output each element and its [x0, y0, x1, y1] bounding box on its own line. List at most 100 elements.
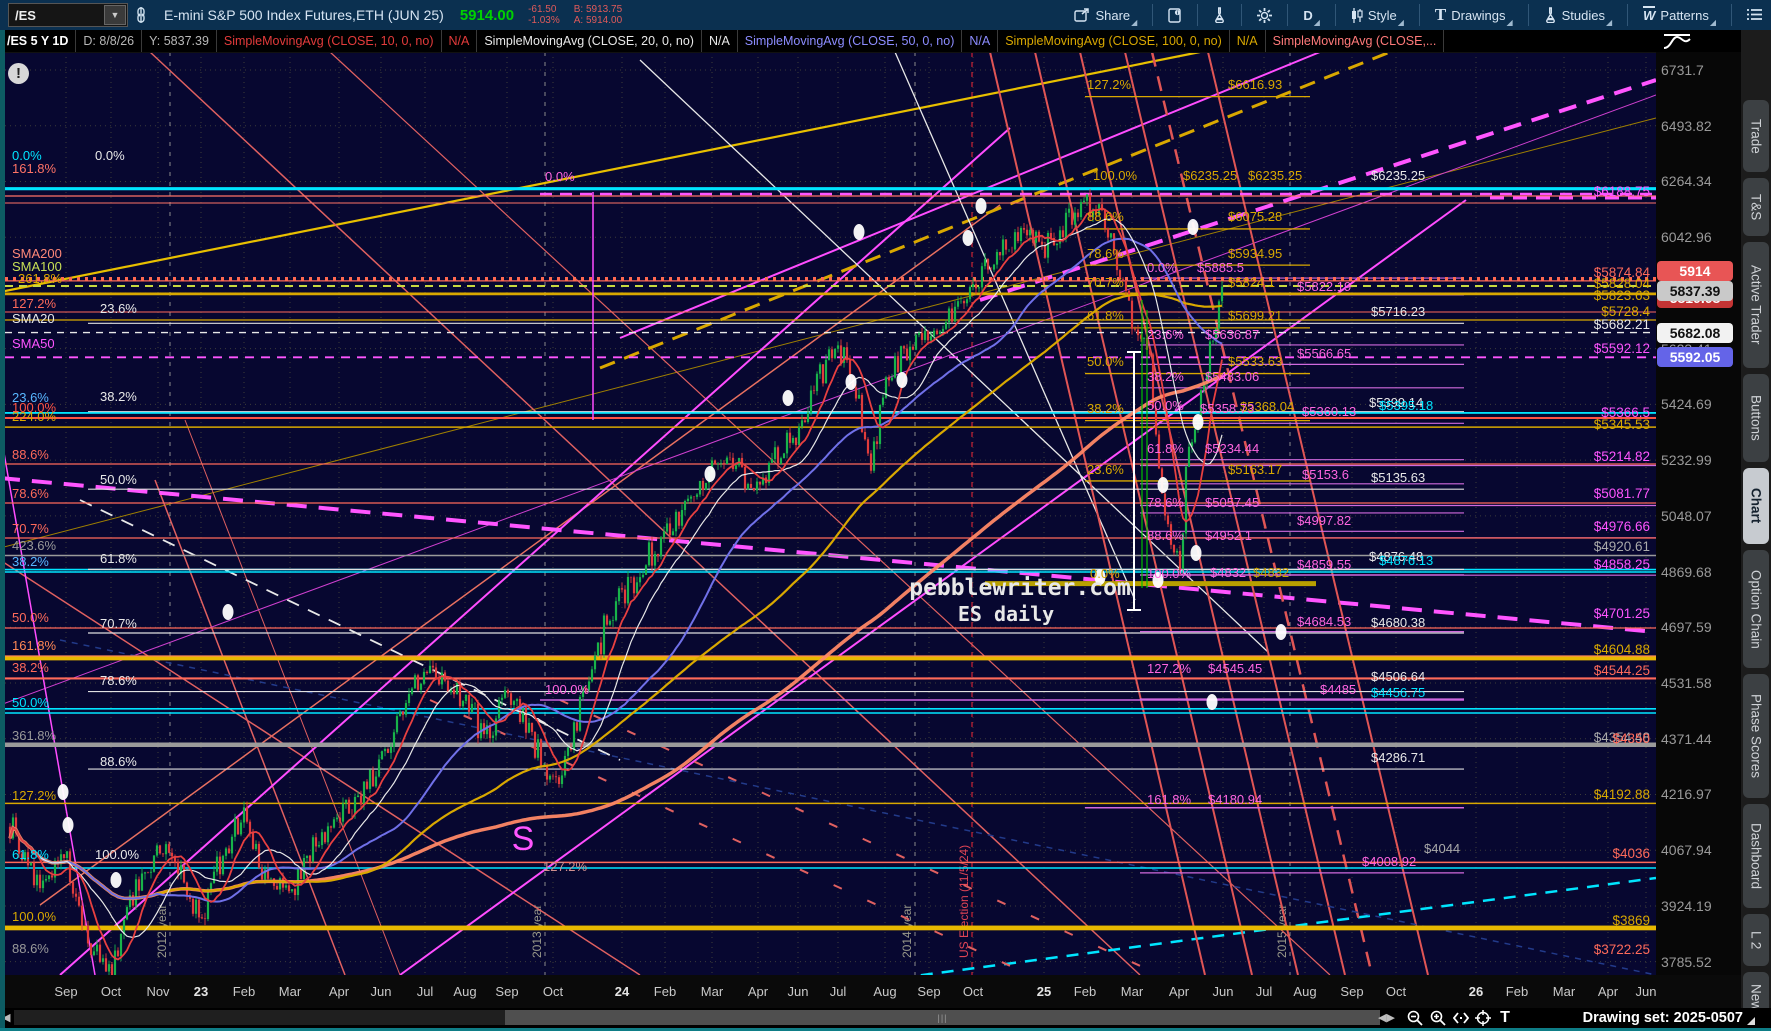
svg-text:$5081.77: $5081.77 — [1594, 486, 1650, 501]
axis-tick: 5232.99 — [1661, 452, 1712, 469]
style-button[interactable]: Style ◢ — [1342, 0, 1413, 30]
svg-text:i: i — [1177, 10, 1179, 16]
analyze-button[interactable] — [1204, 0, 1235, 30]
toolbar-separator — [1527, 4, 1529, 26]
svg-text:78.6%: 78.6% — [1147, 495, 1184, 510]
svg-text:$5368.04: $5368.04 — [1240, 399, 1294, 414]
svg-text:SMA200: SMA200 — [12, 246, 62, 261]
time-tick: Mar — [700, 984, 724, 999]
crosshair-icon[interactable] — [1472, 1008, 1494, 1028]
price-bubble: 5837.39 — [1657, 280, 1733, 301]
toolbar-separator — [1287, 4, 1289, 26]
time-tick: Jul — [829, 984, 847, 999]
note-icon: i — [1168, 7, 1182, 23]
time-tick: Feb — [653, 984, 677, 999]
svg-text:$5636.87: $5636.87 — [1205, 327, 1259, 342]
readout-label: Y: 5837.39 — [142, 30, 217, 52]
time-tick: Sep — [917, 984, 941, 999]
time-tick: Jun — [787, 984, 809, 999]
studies-button[interactable]: Studies ◢ — [1535, 0, 1622, 30]
pan-horizontal-icon[interactable] — [1450, 1008, 1472, 1028]
svg-text:$4997.82: $4997.82 — [1297, 513, 1351, 528]
tab-option-chain[interactable]: Option Chain — [1743, 550, 1769, 668]
time-tick: Aug — [873, 984, 897, 999]
svg-text:70.7%: 70.7% — [1087, 275, 1124, 290]
symbol-value: /ES — [15, 7, 36, 23]
readout-label: N/A — [1230, 30, 1266, 52]
axis-tick: 4067.94 — [1661, 842, 1712, 859]
price-axis[interactable]: 6731.76493.826264.346042.965829.365623.4… — [1656, 52, 1741, 1008]
tab-t-s[interactable]: T&S — [1743, 178, 1769, 236]
scroll-step-icons[interactable]: ◀▶ — [1378, 1012, 1395, 1024]
study-label[interactable]: SimpleMovingAvg (CLOSE, 20, 0, no) — [477, 30, 702, 52]
tab-phase-scores[interactable]: Phase Scores — [1743, 674, 1769, 798]
time-tick: Mar — [1552, 984, 1576, 999]
axis-tick: 3785.52 — [1661, 953, 1712, 970]
svg-text:$5360.13: $5360.13 — [1302, 404, 1356, 419]
tab-l-2[interactable]: L 2 — [1743, 914, 1769, 966]
svg-text:70.7%: 70.7% — [12, 521, 49, 536]
time-tick: 26 — [1468, 984, 1484, 999]
zoom-in-icon[interactable] — [1427, 1008, 1449, 1028]
study-label[interactable]: SimpleMovingAvg (CLOSE, 100, 0, no) — [998, 30, 1230, 52]
svg-text:$5822.19: $5822.19 — [1297, 279, 1351, 294]
svg-text:$4036: $4036 — [1612, 846, 1650, 861]
drawings-button[interactable]: T Drawings ◢ — [1434, 5, 1513, 27]
timeframe-button[interactable]: D ◢ — [1303, 7, 1320, 28]
time-tick: Oct — [542, 984, 564, 999]
menu-button[interactable] — [1738, 0, 1771, 30]
svg-text:100.0%: 100.0% — [12, 909, 57, 924]
zoom-out-icon[interactable] — [1404, 1008, 1426, 1028]
last-price: 5914.00 — [459, 6, 515, 24]
tab-trade[interactable]: Trade — [1743, 100, 1769, 172]
alert-icon[interactable]: ! — [8, 63, 29, 84]
resize-corner-icon[interactable] — [1747, 1017, 1755, 1025]
svg-text:$4544.25: $4544.25 — [1594, 663, 1650, 678]
share-button[interactable]: Share ◢ — [1065, 0, 1146, 30]
symbol-dropdown-icon[interactable]: ▼ — [104, 5, 126, 25]
time-tick: Jun — [1212, 984, 1234, 999]
svg-text:$5135.63: $5135.63 — [1371, 470, 1425, 485]
link-icon[interactable] — [128, 4, 154, 26]
time-tick: Feb — [1073, 984, 1097, 999]
scroll-left-icon[interactable]: ◀ — [2, 1012, 11, 1024]
tab-dashboard[interactable]: Dashboard — [1743, 804, 1769, 908]
price-bubble: 5682.08 — [1657, 322, 1733, 343]
svg-text:$5716.23: $5716.23 — [1371, 304, 1425, 319]
svg-text:0.0%: 0.0% — [1147, 260, 1177, 275]
svg-text:23.6%: 23.6% — [12, 390, 49, 405]
instrument-title: E-mini S&P 500 Index Futures,ETH (JUN 25… — [164, 7, 444, 23]
study-label[interactable]: SimpleMovingAvg (CLOSE, 10, 0, no) — [217, 30, 442, 52]
svg-text:23.6%: 23.6% — [100, 301, 137, 316]
svg-text:$4354.48: $4354.48 — [1594, 730, 1650, 745]
settings-button[interactable] — [1248, 0, 1281, 30]
svg-text:100.0%: 100.0% — [1093, 168, 1138, 183]
tab-active-trader[interactable]: Active Trader — [1743, 242, 1769, 368]
notes-button[interactable]: i — [1159, 0, 1191, 30]
time-axis[interactable]: Sep Oct Nov 23 Feb Mar Apr Jun Jul Aug Sep Oct 24 Feb… — [0, 975, 1741, 1008]
chart-curve-icon[interactable] — [1662, 33, 1692, 51]
svg-text:$6075.28: $6075.28 — [1228, 209, 1282, 224]
tab-buttons[interactable]: Buttons — [1743, 374, 1769, 462]
tab-chart[interactable]: Chart — [1743, 468, 1769, 544]
chart-scrollbar[interactable]: ||| — [14, 1010, 1380, 1025]
symbol-input[interactable]: /ES ▼ — [8, 3, 128, 27]
svg-text:161.8%: 161.8% — [1147, 792, 1192, 807]
T-icon: T — [1434, 5, 1447, 24]
svg-text:2013 year: 2013 year — [530, 905, 544, 958]
W-icon: W — [1643, 5, 1656, 23]
svg-text:$5592.12: $5592.12 — [1594, 341, 1650, 356]
right-tab-strip: Trade T&S Active Trader Buttons Chart Option … — [1741, 30, 1771, 1030]
patterns-button[interactable]: W Patterns ◢ — [1643, 5, 1716, 27]
study-label[interactable]: SimpleMovingAvg (CLOSE,... — [1266, 30, 1445, 52]
svg-text:SMA20: SMA20 — [12, 311, 55, 326]
time-tick: Aug — [1293, 984, 1317, 999]
scrollbar-thumb[interactable]: ||| — [505, 1010, 1380, 1025]
drawing-set-label[interactable]: Drawing set: 2025-0507 — [1582, 1010, 1743, 1026]
svg-text:S: S — [512, 820, 535, 858]
svg-text:161.8%: 161.8% — [12, 638, 57, 653]
toolbar-separator — [1627, 4, 1629, 26]
text-tool-icon[interactable]: T — [1500, 1009, 1510, 1026]
study-label[interactable]: SimpleMovingAvg (CLOSE, 50, 0, no) — [738, 30, 963, 52]
